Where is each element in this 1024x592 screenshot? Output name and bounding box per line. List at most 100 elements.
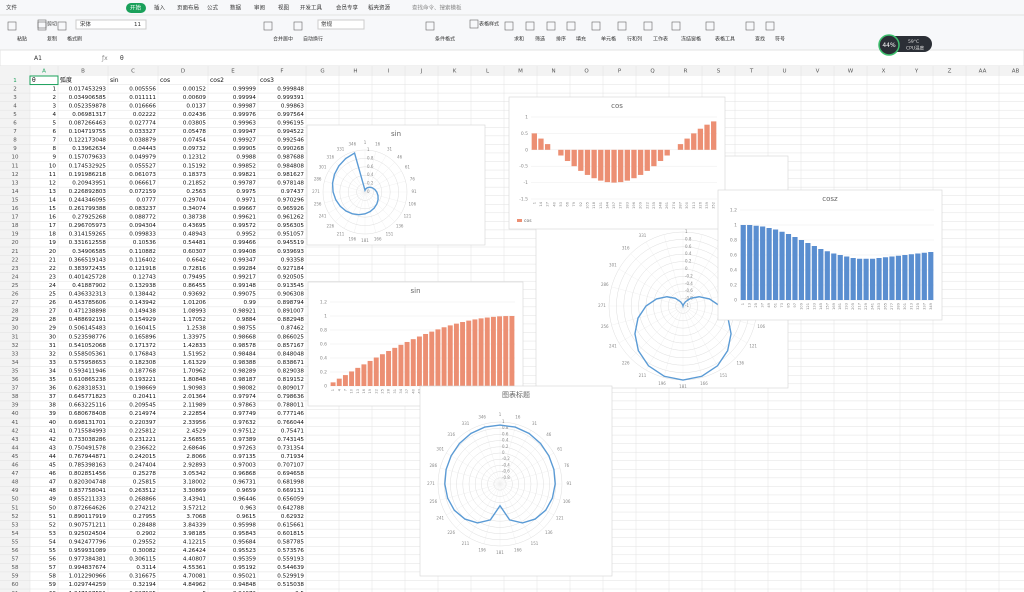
row-number[interactable]: 59	[12, 574, 19, 580]
cell[interactable]: 2.8066	[186, 454, 206, 460]
cell[interactable]: 0.2563	[186, 189, 206, 195]
cell[interactable]: 0.939693	[277, 249, 304, 255]
cell[interactable]: 0.98668	[233, 334, 257, 340]
cell[interactable]: 0.95192	[233, 565, 256, 571]
cell[interactable]: 2.92893	[183, 463, 207, 469]
cell[interactable]: 0.767944871	[69, 454, 107, 460]
cell[interactable]: 0.715584993	[69, 428, 107, 434]
ribbon-tool[interactable]: 填充	[576, 36, 586, 43]
cell[interactable]: 0.04443	[133, 146, 157, 152]
cell[interactable]: 0.99863	[281, 103, 305, 109]
cell[interactable]: 0.98921	[233, 309, 257, 315]
row-number[interactable]: 26	[12, 292, 19, 298]
cell[interactable]: 0.656059	[277, 497, 304, 503]
cell[interactable]: 0.9988	[236, 155, 256, 161]
row-number[interactable]: 23	[12, 266, 19, 272]
cell[interactable]: 45	[49, 463, 57, 469]
cell[interactable]: 0.29552	[133, 539, 156, 545]
cell[interactable]: 0.777146	[277, 411, 304, 417]
column-header[interactable]: N	[551, 69, 555, 75]
cell[interactable]: 0.99852	[233, 163, 256, 169]
cell[interactable]: 0.97135	[233, 454, 257, 460]
row-number[interactable]: 25	[12, 283, 19, 289]
cell[interactable]: 0.220397	[129, 420, 156, 426]
cell[interactable]: 0.681998	[277, 480, 304, 486]
cell[interactable]: 0.088772	[129, 215, 156, 221]
column-header[interactable]: K	[453, 69, 457, 75]
cell[interactable]: 0.28488	[133, 522, 157, 528]
cell[interactable]: 0.327195	[129, 591, 156, 592]
cell[interactable]: 0.99621	[233, 215, 257, 221]
cell[interactable]: 0.942477796	[69, 539, 107, 545]
ribbon-tab[interactable]: 会员专享	[336, 4, 359, 12]
ribbon-tab[interactable]: 稻壳资源	[368, 4, 391, 12]
cell[interactable]: 55	[49, 548, 57, 554]
row-number[interactable]: 49	[12, 488, 19, 494]
cell[interactable]: 56	[49, 557, 57, 563]
cell[interactable]: 1.047197551	[69, 591, 107, 592]
cell[interactable]: 28	[49, 317, 57, 323]
cell[interactable]: 0.005556	[129, 86, 156, 92]
cell[interactable]: 13	[49, 189, 57, 195]
cell[interactable]: 0.99976	[233, 112, 257, 118]
cell[interactable]: 0.819152	[277, 377, 304, 383]
cell[interactable]: 0.21852	[183, 180, 206, 186]
cell[interactable]: 0.97437	[281, 189, 305, 195]
cell[interactable]: 0.34906585	[72, 249, 106, 255]
cell[interactable]: 0.171372	[129, 343, 156, 349]
ribbon-tool[interactable]: 符号	[775, 36, 785, 43]
ribbon-tab[interactable]: 数据	[230, 4, 242, 12]
cell[interactable]: 0.698131701	[69, 420, 107, 426]
cell[interactable]: 0.97974	[233, 394, 257, 400]
cell[interactable]: 3.05342	[183, 471, 206, 477]
cell[interactable]: 2.4529	[186, 428, 206, 434]
cell[interactable]: 39	[49, 411, 57, 417]
cell[interactable]: 3.7068	[186, 514, 206, 520]
row-number[interactable]: 47	[12, 471, 19, 477]
cell[interactable]: 0.99284	[233, 266, 257, 272]
cell[interactable]: 0.29704	[183, 197, 207, 203]
cell[interactable]: 5	[202, 591, 206, 592]
row-number[interactable]: 55	[12, 539, 19, 545]
cell[interactable]: 0.96731	[233, 480, 257, 486]
cell[interactable]: 0.750491578	[69, 445, 107, 451]
cell[interactable]: 0.558505361	[69, 351, 107, 357]
cell[interactable]: 0.529919	[277, 574, 304, 580]
cell[interactable]: 0.785398163	[69, 463, 107, 469]
column-header[interactable]: B	[81, 69, 85, 75]
column-header[interactable]: J	[420, 69, 423, 75]
column-header[interactable]: A	[42, 69, 46, 75]
cell[interactable]: 0.32194	[133, 582, 157, 588]
column-header[interactable]: R	[684, 69, 688, 75]
cell[interactable]: 36	[49, 386, 57, 392]
row-number[interactable]: 39	[12, 403, 19, 409]
cell[interactable]: 0.927184	[277, 266, 304, 272]
column-header[interactable]: P	[618, 69, 622, 75]
ribbon-tab[interactable]: 开始	[130, 4, 142, 12]
cell[interactable]: 0.383972435	[69, 266, 107, 272]
cell[interactable]: 0.15192	[183, 163, 206, 169]
cell[interactable]: 0.471238898	[69, 309, 107, 315]
header-cell[interactable]: 弧度	[60, 76, 72, 84]
cell[interactable]: 26	[49, 300, 57, 306]
cell[interactable]: 31	[49, 343, 57, 349]
cell[interactable]: 0.99148	[233, 283, 257, 289]
cell[interactable]: 0.132938	[129, 283, 156, 289]
cell[interactable]: 4.26424	[183, 548, 207, 554]
cell[interactable]: 0.506145483	[69, 326, 107, 332]
cell[interactable]: 11	[49, 172, 57, 178]
cell[interactable]: 0.066617	[129, 180, 156, 186]
cell[interactable]: 0.116402	[129, 257, 156, 263]
cell[interactable]: 0.98578	[233, 343, 257, 349]
cell[interactable]: 0.645771823	[69, 394, 107, 400]
cell[interactable]: 1.70962	[183, 368, 206, 374]
cell[interactable]: 0.99	[244, 300, 257, 306]
column-header[interactable]: AA	[979, 69, 987, 75]
cell[interactable]: 3.57212	[183, 505, 206, 511]
cell[interactable]: 0.0777	[136, 197, 156, 203]
cell[interactable]: 0.436332313	[69, 292, 107, 298]
ribbon-tool[interactable]: 查找	[755, 36, 765, 43]
column-header[interactable]: L	[486, 69, 490, 75]
cell[interactable]: 0.999391	[277, 95, 304, 101]
row-number[interactable]: 53	[12, 522, 19, 528]
